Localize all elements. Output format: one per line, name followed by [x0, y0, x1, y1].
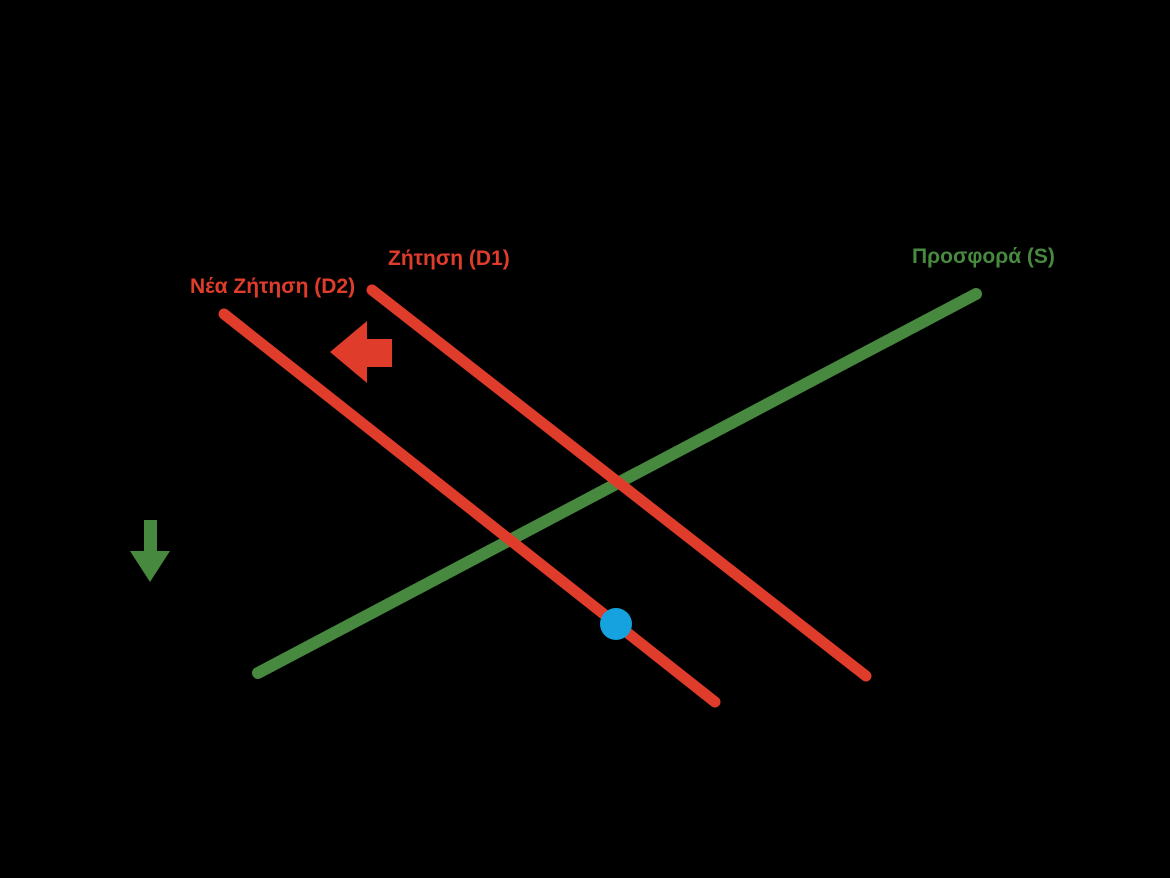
demand2-label: Νέα Ζήτηση (D2): [190, 275, 356, 298]
supply-label: Προσφορά (S): [912, 245, 1055, 268]
equilibrium-point: [600, 608, 632, 640]
shift-left-arrow-icon: [330, 321, 392, 383]
demand1-line: [366, 284, 872, 682]
price-down-arrow-icon: [130, 520, 170, 582]
demand2-line: [218, 308, 721, 708]
demand1-label: Ζήτηση (D1): [388, 247, 510, 270]
